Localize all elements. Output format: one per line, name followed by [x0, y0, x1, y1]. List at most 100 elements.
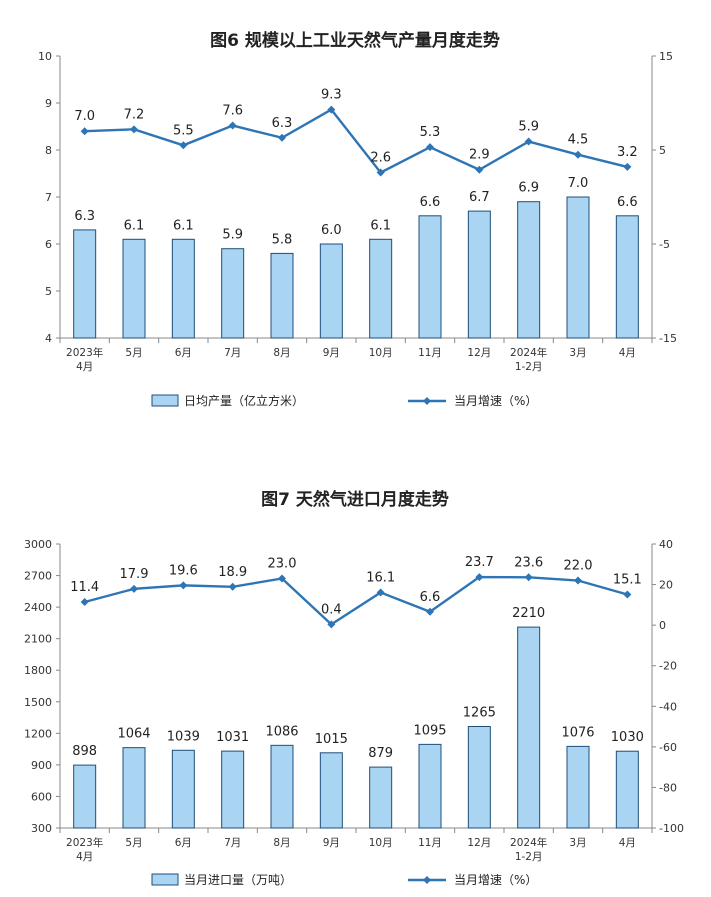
line-point [130, 584, 138, 593]
bar-data-label: 1031 [216, 730, 249, 745]
y-tick-label-right: -15 [659, 332, 677, 345]
bar-data-label: 879 [368, 746, 393, 761]
line-data-label: 7.0 [74, 109, 95, 124]
line-point [376, 588, 385, 597]
bar [615, 750, 639, 829]
line-data-label: 5.3 [420, 125, 441, 140]
line-data-label: 2.9 [469, 148, 490, 163]
line-point [574, 576, 582, 585]
x-tick-label: 5月 [125, 347, 142, 359]
chart-title: 图7 天然气进口月度走势 [261, 489, 449, 510]
x-tick-label: 4月 [76, 361, 93, 373]
line-point [278, 574, 286, 583]
line-point [327, 620, 336, 629]
x-tick-label: 8月 [273, 837, 290, 849]
line-point [623, 590, 632, 599]
bar-data-label: 6.0 [321, 223, 342, 238]
bar [467, 210, 491, 339]
bar-data-label: 2210 [512, 606, 545, 621]
line-data-label: 19.6 [169, 563, 198, 578]
y-tick-label-right: -40 [659, 700, 677, 713]
x-tick-label: 3月 [569, 347, 586, 359]
bar-data-label: 6.1 [173, 218, 194, 233]
line-point [376, 168, 385, 177]
legend-line-marker [423, 397, 431, 405]
y-tick-label-left: 600 [31, 790, 52, 803]
y-tick-label-left: 2100 [24, 633, 52, 646]
line-data-label: 11.4 [70, 580, 99, 595]
series-line [84, 108, 628, 175]
line-point [327, 105, 336, 114]
bar [615, 215, 639, 339]
bar-data-label: 1095 [413, 723, 446, 738]
line-point [179, 581, 188, 590]
bar-data-label: 1076 [561, 725, 594, 740]
bar [73, 229, 97, 339]
x-tick-label: 2023年 [66, 346, 103, 359]
x-tick-label: 12月 [467, 837, 491, 849]
y-tick-label-right: -60 [659, 741, 677, 754]
line-point [228, 121, 237, 130]
line-data-label: 6.6 [420, 590, 441, 605]
x-tick-label: 11月 [418, 347, 442, 359]
y-tick-label-left: 5 [45, 285, 52, 298]
bar-data-label: 1265 [463, 705, 496, 720]
bar [221, 248, 245, 339]
bar [418, 215, 442, 339]
line-data-label: 7.6 [222, 104, 243, 119]
bar [270, 252, 294, 339]
x-tick-label: 9月 [323, 347, 340, 359]
series-line [84, 575, 628, 626]
bar-data-label: 6.1 [370, 218, 391, 233]
line-point [524, 573, 533, 582]
bar [122, 747, 146, 829]
y-tick-label-left: 1500 [24, 696, 52, 709]
line-point [179, 141, 188, 150]
bar [319, 752, 343, 829]
y-tick-label-left: 1800 [24, 664, 52, 677]
line-data-label: 5.9 [518, 120, 539, 135]
line-data-label: 2.6 [370, 151, 391, 166]
chart-title: 图6 规模以上工业天然气产量月度走势 [210, 30, 500, 51]
legend-bar-swatch [151, 873, 179, 886]
bar-data-label: 1015 [315, 732, 348, 747]
line-point [80, 127, 89, 136]
line-point [623, 162, 632, 171]
y-tick-label-right: -20 [659, 660, 677, 673]
y-tick-label-right: -5 [659, 238, 670, 251]
x-tick-label: 7月 [224, 347, 241, 359]
bar-data-label: 1030 [611, 730, 644, 745]
x-tick-label: 2024年 [510, 346, 547, 359]
x-tick-label: 10月 [369, 347, 393, 359]
bar-data-label: 6.7 [469, 190, 490, 205]
x-tick-label: 12月 [467, 347, 491, 359]
x-tick-label: 3月 [569, 837, 586, 849]
bar [122, 238, 146, 339]
line-point [228, 582, 237, 591]
line-data-label: 3.2 [617, 145, 638, 160]
bar [566, 745, 590, 829]
line-point [80, 598, 89, 607]
bar [171, 749, 195, 829]
y-tick-label-left: 900 [31, 759, 52, 772]
y-tick-label-left: 2400 [24, 601, 52, 614]
line-point [426, 607, 434, 616]
x-tick-label: 8月 [273, 347, 290, 359]
bar-data-label: 1039 [167, 729, 200, 744]
bar-data-label: 1086 [265, 724, 298, 739]
line-data-label: 15.1 [613, 573, 642, 588]
bar [319, 243, 343, 339]
bar-data-label: 6.6 [617, 195, 638, 210]
y-tick-label-left: 8 [45, 144, 52, 157]
line-data-label: 9.3 [321, 88, 342, 103]
y-tick-label-left: 3000 [24, 538, 52, 551]
line-data-label: 7.2 [124, 107, 145, 122]
y-tick-label-right: 15 [659, 50, 673, 63]
line-data-label: 23.7 [465, 555, 494, 570]
line-data-label: 6.3 [272, 116, 293, 131]
legend-line-label: 当月增速（%） [454, 394, 537, 408]
y-tick-label-right: -100 [659, 822, 684, 835]
bar-data-label: 6.6 [420, 195, 441, 210]
x-tick-label: 1-2月 [515, 851, 543, 863]
bar [369, 238, 393, 339]
